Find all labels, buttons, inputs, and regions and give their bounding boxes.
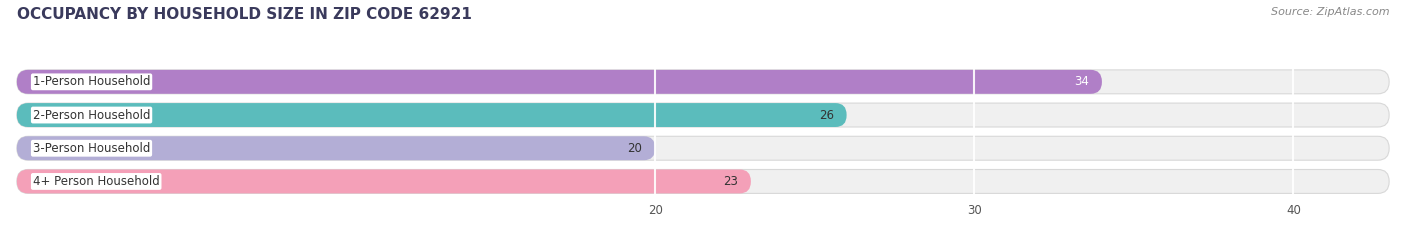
FancyBboxPatch shape: [17, 70, 1389, 94]
FancyBboxPatch shape: [17, 103, 846, 127]
Text: 26: 26: [818, 109, 834, 122]
Text: 2-Person Household: 2-Person Household: [32, 109, 150, 122]
FancyBboxPatch shape: [17, 103, 1389, 127]
FancyBboxPatch shape: [17, 136, 1389, 160]
FancyBboxPatch shape: [17, 169, 751, 193]
Text: OCCUPANCY BY HOUSEHOLD SIZE IN ZIP CODE 62921: OCCUPANCY BY HOUSEHOLD SIZE IN ZIP CODE …: [17, 7, 472, 22]
FancyBboxPatch shape: [17, 136, 655, 160]
FancyBboxPatch shape: [17, 169, 1389, 193]
Text: 4+ Person Household: 4+ Person Household: [32, 175, 159, 188]
Text: 3-Person Household: 3-Person Household: [32, 142, 150, 155]
FancyBboxPatch shape: [17, 70, 1102, 94]
Text: 20: 20: [627, 142, 643, 155]
Text: 34: 34: [1074, 75, 1090, 88]
Text: Source: ZipAtlas.com: Source: ZipAtlas.com: [1271, 7, 1389, 17]
Text: 1-Person Household: 1-Person Household: [32, 75, 150, 88]
Text: 23: 23: [723, 175, 738, 188]
